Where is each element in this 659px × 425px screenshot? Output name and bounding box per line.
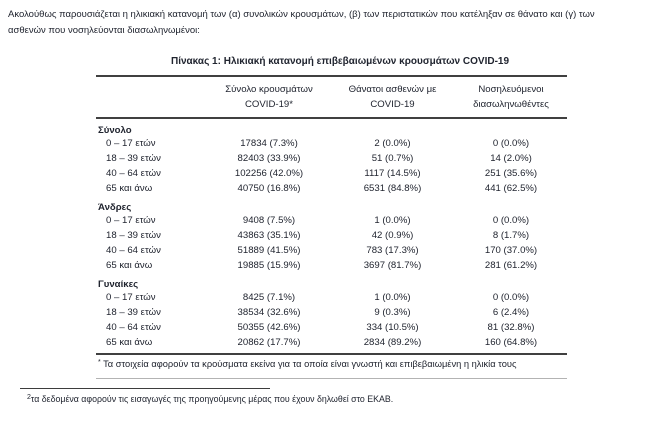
age-range-label: 40 – 64 ετών bbox=[106, 168, 161, 179]
deaths-value-cell: 6531 (84.8%) bbox=[363, 183, 422, 194]
table-row: 0 – 17 ετών 17834 (7.3%) 2 (0.0%) 0 (0.0%) bbox=[96, 136, 567, 151]
table-row: 18 – 39 ετών 82403 (33.9%) 51 (0.7%) 14 (2.… bbox=[96, 151, 567, 166]
intubated-value-cell: 6 (2.4%) bbox=[492, 307, 530, 318]
table-header-row: Σύνολο κρουσμάτων COVID-19* Θάνατοι ασθε… bbox=[96, 75, 567, 119]
age-range-label: 65 και άνω bbox=[106, 260, 153, 271]
table-row: 18 – 39 ετών 38534 (32.6%) 9 (0.3%) 6 (2.4%… bbox=[96, 305, 567, 320]
age-range-label: 40 – 64 ετών bbox=[106, 245, 161, 256]
intubated-value-cell: 281 (61.2%) bbox=[484, 260, 538, 271]
cases-value-cell: 17834 (7.3%) bbox=[240, 138, 298, 149]
intro-line-1: Ακολούθως παρουσιάζεται η ηλικιακή καταν… bbox=[8, 9, 595, 20]
intro-paragraph: Ακολούθως παρουσιάζεται η ηλικιακή καταν… bbox=[8, 7, 656, 39]
age-range-label: 0 – 17 ετών bbox=[106, 138, 156, 149]
table-row: 0 – 17 ετών 8425 (7.1%) 1 (0.0%) 0 (0.0%) bbox=[96, 290, 567, 305]
intubated-value-cell: 81 (32.8%) bbox=[487, 322, 535, 333]
cases-value-cell: 102256 (42.0%) bbox=[234, 168, 304, 179]
cases-value-cell: 50355 (42.6%) bbox=[237, 322, 301, 333]
intubated-value-cell: 170 (37.0%) bbox=[484, 245, 538, 256]
table-row: 40 – 64 ετών 50355 (42.6%) 334 (10.5%) 81 (… bbox=[96, 320, 567, 335]
deaths-value-cell: 2834 (89.2%) bbox=[363, 337, 422, 348]
cases-value-cell: 82403 (33.9%) bbox=[237, 153, 301, 164]
age-range-label: 0 – 17 ετών bbox=[106, 215, 156, 226]
age-range-label: 0 – 17 ετών bbox=[106, 292, 156, 303]
age-range-label: 18 – 39 ετών bbox=[106, 307, 161, 318]
group-label: Γυναίκες bbox=[98, 279, 139, 290]
header-total-cases: Σύνολο κρουσμάτων COVID-19* bbox=[225, 84, 313, 110]
deaths-value-cell: 1 (0.0%) bbox=[374, 292, 411, 303]
age-range-label: 65 και άνω bbox=[106, 337, 153, 348]
cases-value-cell: 38534 (32.6%) bbox=[237, 307, 301, 318]
cases-value-cell: 8425 (7.1%) bbox=[242, 292, 296, 303]
intubated-value-cell: 441 (62.5%) bbox=[484, 183, 538, 194]
deaths-value-cell: 51 (0.7%) bbox=[371, 153, 414, 164]
page-footnote-text: τα δεδομένα αφορούν τις εισαγωγές της πρ… bbox=[30, 394, 394, 404]
intro-line-2: ασθενών που νοσηλεύονται διασωληνωμένοι: bbox=[8, 25, 200, 36]
cases-value-cell: 51889 (41.5%) bbox=[237, 245, 301, 256]
age-range-label: 65 και άνω bbox=[106, 183, 153, 194]
table-row: 40 – 64 ετών 102256 (42.0%) 1117 (14.5%) 25… bbox=[96, 166, 567, 181]
cases-value-cell: 43863 (35.1%) bbox=[237, 230, 301, 241]
intubated-value-cell: 160 (64.8%) bbox=[484, 337, 538, 348]
cases-value-cell: 40750 (16.8%) bbox=[237, 183, 301, 194]
page-footnote: 2τα δεδομένα αφορούν τις εισαγωγές της π… bbox=[27, 393, 394, 405]
deaths-value-cell: 42 (0.9%) bbox=[371, 230, 414, 241]
table-row: 65 και άνω 20862 (17.7%) 2834 (89.2%) 160 (… bbox=[96, 335, 567, 350]
deaths-value-cell: 2 (0.0%) bbox=[374, 138, 411, 149]
table-footnote-text: Τα στοιχεία αφορούν τα κρούσματα εκείνα … bbox=[100, 359, 517, 369]
age-range-label: 40 – 64 ετών bbox=[106, 322, 161, 333]
table-body: Σύνολο 0 – 17 ετών 17834 (7.3%) 2 (0.0%) 0 (… bbox=[96, 119, 567, 355]
age-range-label: 18 – 39 ετών bbox=[106, 153, 161, 164]
page-footnote-marker: 2 bbox=[27, 393, 31, 401]
footnote-asterisk: * bbox=[98, 358, 101, 366]
cases-value-cell: 20862 (17.7%) bbox=[237, 337, 301, 348]
deaths-value-cell: 3697 (81.7%) bbox=[363, 260, 422, 271]
header-intubated: Νοσηλευόμενοι διασωληνωθέντες bbox=[473, 84, 549, 110]
cases-value-cell: 19885 (15.9%) bbox=[237, 260, 301, 271]
header-deaths: Θάνατοι ασθενών με COVID-19 bbox=[348, 84, 437, 110]
table-row: 18 – 39 ετών 43863 (35.1%) 42 (0.9%) 8 (1.7… bbox=[96, 228, 567, 243]
intubated-value-cell: 8 (1.7%) bbox=[492, 230, 530, 241]
intubated-value-cell: 0 (0.0%) bbox=[492, 292, 530, 303]
intubated-value-cell: 0 (0.0%) bbox=[492, 215, 530, 226]
age-range-label: 18 – 39 ετών bbox=[106, 230, 161, 241]
table-row: 40 – 64 ετών 51889 (41.5%) 783 (17.3%) 170 … bbox=[96, 243, 567, 258]
header-empty-cell bbox=[96, 77, 208, 88]
intubated-value-cell: 0 (0.0%) bbox=[492, 138, 530, 149]
deaths-value-cell: 9 (0.3%) bbox=[374, 307, 411, 318]
covid-age-distribution-table: Σύνολο κρουσμάτων COVID-19* Θάνατοι ασθε… bbox=[96, 75, 567, 379]
deaths-value-cell: 334 (10.5%) bbox=[366, 322, 419, 333]
group-label: Σύνολο bbox=[98, 125, 132, 136]
intubated-value-cell: 14 (2.0%) bbox=[490, 153, 532, 164]
group-label: Άνδρες bbox=[98, 202, 132, 213]
footnote-divider bbox=[20, 388, 270, 389]
deaths-value-cell: 1 (0.0%) bbox=[374, 215, 411, 226]
deaths-value-cell: 1117 (14.5%) bbox=[364, 168, 421, 179]
deaths-value-cell: 783 (17.3%) bbox=[366, 245, 419, 256]
table-row: 0 – 17 ετών 9408 (7.5%) 1 (0.0%) 0 (0.0%) bbox=[96, 213, 567, 228]
table-row: 65 και άνω 19885 (15.9%) 3697 (81.7%) 281 (… bbox=[96, 258, 567, 273]
table-title: Πίνακας 1: Ηλικιακή κατανομή επιβεβαιωμέ… bbox=[170, 56, 510, 67]
cases-value-cell: 9408 (7.5%) bbox=[242, 215, 296, 226]
intubated-value-cell: 251 (35.6%) bbox=[484, 168, 538, 179]
table-row: 65 και άνω 40750 (16.8%) 6531 (84.8%) 441 (… bbox=[96, 181, 567, 196]
table-footnote: * Τα στοιχεία αφορούν τα κρούσματα εκείν… bbox=[96, 355, 567, 379]
